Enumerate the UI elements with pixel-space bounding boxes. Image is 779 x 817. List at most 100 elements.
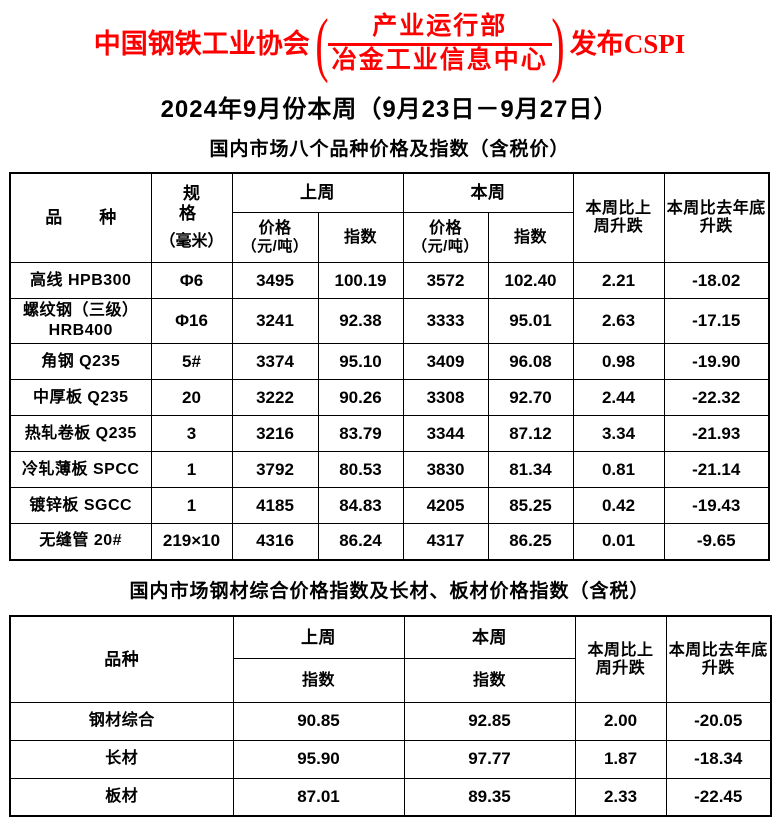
- header-this-week: 本周: [402, 172, 574, 214]
- cell-tw-index: 96.08: [487, 343, 574, 381]
- cell-diff-year: -19.43: [663, 487, 770, 525]
- bracket-right: ): [551, 3, 565, 84]
- cell-variety-2: 长材: [9, 739, 234, 779]
- masthead-organization: 中国钢铁工业协会: [93, 28, 310, 59]
- cell-diff-year-2: -18.34: [665, 739, 772, 779]
- cell-spec: 3: [150, 415, 233, 453]
- cell-variety: 镀锌板 SGCC: [9, 487, 152, 525]
- cell-diff-year-2: -20.05: [665, 701, 772, 741]
- cell-lw-price: 4185: [231, 487, 319, 525]
- cell-lw-index: 83.79: [317, 415, 404, 453]
- cell-tw-price: 3344: [402, 415, 489, 453]
- cell-lw-index-2: 87.01: [232, 777, 405, 817]
- cell-diff-week: 0.98: [572, 343, 665, 381]
- table-row: 热轧卷板 Q235 3 3216 83.79 3344 87.12 3.34 -…: [9, 415, 770, 453]
- cell-tw-index-2: 89.35: [403, 777, 576, 817]
- cell-diff-year: -19.90: [663, 343, 770, 381]
- header-diff-vs-year-end: 本周比去年底 升跌: [663, 172, 770, 264]
- cell-tw-index: 87.12: [487, 415, 574, 453]
- cell-lw-price: 3241: [231, 298, 319, 345]
- cell-diff-year: -21.14: [663, 451, 770, 489]
- cell-lw-index-2: 90.85: [232, 701, 405, 741]
- cell-tw-price: 3409: [402, 343, 489, 381]
- cell-diff-week: 3.34: [572, 415, 665, 453]
- table-row: 镀锌板 SGCC 1 4185 84.83 4205 85.25 0.42 -1…: [9, 487, 770, 525]
- table-2-wrapper: 品种 上周 本周 本周比上 周升跌 本周比去年底 升跌 指数 指数 钢材综合 9…: [0, 615, 779, 817]
- header-last-week: 上周: [231, 172, 404, 214]
- cell-lw-index: 90.26: [317, 379, 404, 417]
- cell-tw-index: 85.25: [487, 487, 574, 525]
- cell-variety: 中厚板 Q235: [9, 379, 152, 417]
- table-row: 角钢 Q235 5# 3374 95.10 3409 96.08 0.98 -1…: [9, 343, 770, 381]
- cell-spec: 1: [150, 451, 233, 489]
- masthead-fraction: 产业运行部 冶金工业信息中心: [327, 13, 552, 74]
- header-last-week-2: 上周: [232, 615, 405, 659]
- table-2-header-row-1: 品种 上周 本周 本周比上 周升跌 本周比去年底 升跌: [9, 615, 772, 703]
- table-row: 中厚板 Q235 20 3222 90.26 3308 92.70 2.44 -…: [9, 379, 770, 417]
- header-diff-vs-last-week-2: 本周比上 周升跌: [574, 615, 667, 703]
- table-2-head: 品种 上周 本周 本周比上 周升跌 本周比去年底 升跌 指数 指数: [9, 615, 772, 703]
- cell-lw-index: 84.83: [317, 487, 404, 525]
- cell-tw-price: 4317: [402, 523, 489, 561]
- cell-tw-price: 3333: [402, 298, 489, 345]
- cell-lw-price: 3792: [231, 451, 319, 489]
- table-row: 螺纹钢（三级） HRB400 Φ16 3241 92.38 3333 95.01…: [9, 298, 770, 345]
- cell-variety-2: 钢材综合: [9, 701, 234, 741]
- cell-diff-year-2: -22.45: [665, 777, 772, 817]
- cell-diff-year: -9.65: [663, 523, 770, 561]
- table-row: 无缝管 20# 219×10 4316 86.24 4317 86.25 0.0…: [9, 523, 770, 561]
- table-row: 钢材综合 90.85 92.85 2.00 -20.05: [9, 701, 772, 741]
- table-1-header-row-1: 品 种 规 格 （毫米） 上周 本周 本周比上 周升跌 本周比去年底 升跌: [9, 172, 770, 264]
- cell-tw-index-2: 97.77: [403, 739, 576, 779]
- cell-lw-price: 3216: [231, 415, 319, 453]
- header-variety-2: 品种: [9, 615, 234, 703]
- cell-spec: 20: [150, 379, 233, 417]
- cell-tw-index: 81.34: [487, 451, 574, 489]
- table-1-body: 高线 HPB300 Φ6 3495 100.19 3572 102.40 2.2…: [9, 262, 770, 561]
- header-tw-index: 指数: [487, 212, 574, 264]
- table-row: 板材 87.01 89.35 2.33 -22.45: [9, 777, 772, 817]
- cell-diff-week-2: 2.00: [574, 701, 667, 741]
- cell-spec: Φ16: [150, 298, 233, 345]
- cell-tw-index-2: 92.85: [403, 701, 576, 741]
- masthead: 中国钢铁工业协会 ( 产业运行部 冶金工业信息中心 ) 发布CSPI: [0, 0, 779, 88]
- cell-lw-price: 4316: [231, 523, 319, 561]
- cell-spec: 219×10: [150, 523, 233, 561]
- table-2-header-row-2: 指数 指数: [10, 657, 771, 703]
- header-diff-vs-year-end-2: 本周比去年底 升跌: [665, 615, 772, 703]
- cell-variety: 角钢 Q235: [9, 343, 152, 381]
- cell-variety-2: 板材: [9, 777, 234, 817]
- price-index-table: 品 种 规 格 （毫米） 上周 本周 本周比上 周升跌 本周比去年底 升跌 价格…: [9, 171, 770, 561]
- cell-tw-index: 95.01: [487, 298, 574, 345]
- table-1-header-row-2: 价格 （元/吨） 指数 价格 （元/吨） 指数: [10, 212, 769, 264]
- cell-lw-index: 92.38: [317, 298, 404, 345]
- cell-diff-week-2: 1.87: [574, 739, 667, 779]
- header-spec-unit: （毫米）: [159, 233, 224, 251]
- cell-tw-index: 92.70: [487, 379, 574, 417]
- cell-lw-price: 3374: [231, 343, 319, 381]
- cell-diff-week: 2.21: [572, 262, 665, 300]
- cell-lw-index: 80.53: [317, 451, 404, 489]
- composite-index-table: 品种 上周 本周 本周比上 周升跌 本周比去年底 升跌 指数 指数 钢材综合 9…: [9, 615, 772, 817]
- table-1-head: 品 种 规 格 （毫米） 上周 本周 本周比上 周升跌 本周比去年底 升跌 价格…: [9, 172, 770, 264]
- cell-spec: 1: [150, 487, 233, 525]
- cell-diff-year: -18.02: [663, 262, 770, 300]
- masthead-department-numerator: 产业运行部: [372, 13, 508, 41]
- bracket-left: (: [315, 3, 329, 84]
- cell-tw-index: 102.40: [487, 262, 574, 300]
- header-lw-index: 指数: [317, 212, 404, 264]
- cell-diff-week: 2.63: [572, 298, 665, 345]
- section-title-1: 国内市场八个品种价格及指数（含税价）: [209, 138, 570, 160]
- header-diff-vs-last-week: 本周比上 周升跌: [572, 172, 665, 264]
- cell-diff-year: -22.32: [663, 379, 770, 417]
- header-lw-price: 价格 （元/吨）: [231, 212, 319, 264]
- cell-tw-price: 4205: [402, 487, 489, 525]
- header-this-week-2: 本周: [403, 615, 576, 659]
- table-1-wrapper: 品 种 规 格 （毫米） 上周 本周 本周比上 周升跌 本周比去年底 升跌 价格…: [0, 171, 779, 561]
- cell-diff-week-2: 2.33: [574, 777, 667, 817]
- header-tw-index-2: 指数: [403, 657, 576, 703]
- table-row: 高线 HPB300 Φ6 3495 100.19 3572 102.40 2.2…: [9, 262, 770, 300]
- cell-lw-index: 100.19: [317, 262, 404, 300]
- cell-diff-year: -21.93: [663, 415, 770, 453]
- header-variety: 品 种: [9, 172, 152, 264]
